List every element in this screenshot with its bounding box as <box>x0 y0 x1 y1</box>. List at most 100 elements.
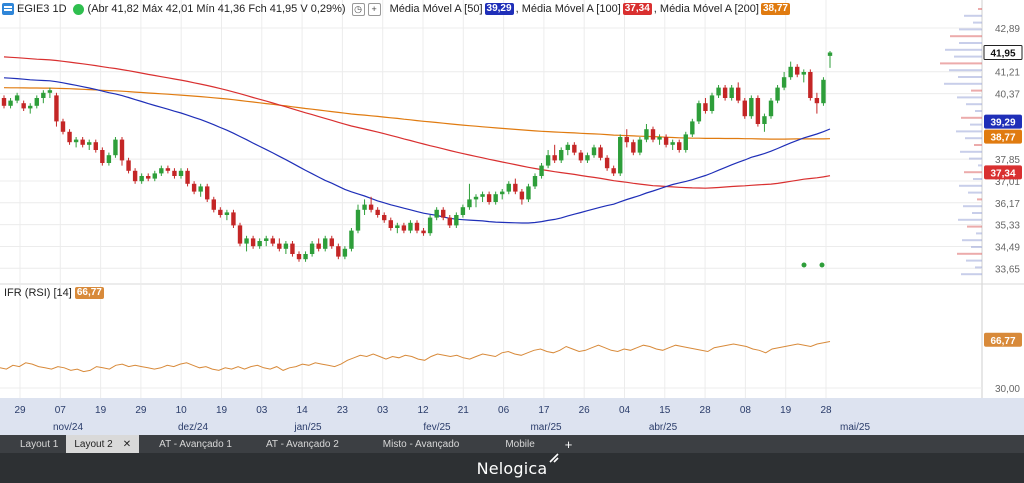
volume-profile-bar <box>963 205 982 208</box>
candle-body <box>663 137 669 145</box>
candle-body <box>342 248 348 257</box>
candle-body <box>493 194 498 202</box>
candle-body <box>441 209 446 218</box>
volume-profile-bar <box>958 76 982 78</box>
close-icon[interactable]: ✕ <box>122 438 132 450</box>
candle-body <box>591 147 597 156</box>
ma200-label: , Média Móvel A [200] <box>653 3 759 15</box>
date-tick-label: 19 <box>216 405 228 416</box>
date-tick-label: 19 <box>95 405 107 416</box>
candle-body <box>388 220 393 228</box>
candle-body <box>237 225 243 244</box>
clock-icon[interactable]: ◷ <box>351 2 365 16</box>
candle-body <box>749 98 754 117</box>
candle-body <box>473 196 479 200</box>
candle-body <box>781 77 787 88</box>
candle-body <box>598 147 603 158</box>
volume-profile-bar <box>972 212 982 214</box>
ma200-value-badge: 38,77 <box>760 3 790 15</box>
symbol-label: EGIE3 1D <box>17 3 67 15</box>
volume-profile-bar <box>949 69 982 72</box>
volume-profile-bar <box>956 130 982 133</box>
add-indicator-icon[interactable]: + <box>367 2 381 16</box>
ma200-line <box>3 87 831 140</box>
candle-body <box>578 152 584 161</box>
candle-body <box>467 199 472 208</box>
candle-body <box>513 183 518 192</box>
candle-body <box>191 183 197 192</box>
candle-body <box>355 209 361 231</box>
candle-body <box>159 168 164 174</box>
date-tick-label: 29 <box>135 405 147 416</box>
rsi-tick-label: 30,00 <box>995 384 1020 395</box>
volume-profile-bar <box>973 178 982 180</box>
tab-layout-1[interactable]: Layout 1 <box>12 435 66 453</box>
price-tick-label: 42,89 <box>995 24 1020 35</box>
volume-profile-bar <box>954 55 982 58</box>
chart-type-icon[interactable] <box>2 3 14 15</box>
add-tab-button[interactable]: + <box>557 435 581 453</box>
price-tick-label: 41,21 <box>995 68 1020 79</box>
volume-profile-bar <box>944 82 982 85</box>
brand-name: Nelogica <box>476 458 548 478</box>
tab-layout-2[interactable]: Layout 2 ✕ <box>66 435 140 453</box>
candle-body <box>414 222 420 231</box>
volume-profile-bar <box>945 48 982 51</box>
brand-logo: Nelogica <box>476 452 559 478</box>
candle-body <box>788 66 793 78</box>
tab-label: Layout 2 <box>74 438 113 450</box>
volume-profile-bar <box>961 116 982 119</box>
axis-corner <box>984 398 1024 435</box>
month-label: abr/25 <box>649 422 678 433</box>
volume-profile-bar <box>975 266 982 269</box>
candle-body <box>624 137 629 143</box>
candle-body <box>585 155 590 161</box>
volume-profile-bar <box>971 246 982 248</box>
tab-at-avancado-2[interactable]: AT - Avançado 2 <box>258 435 347 453</box>
tab-misto-avancado[interactable]: Misto - Avançado <box>375 435 468 453</box>
volume-profile-bar <box>961 273 982 276</box>
candle-body <box>427 217 433 234</box>
candle-body <box>572 144 577 153</box>
volume-profile-bar <box>967 225 982 228</box>
ma50-line <box>3 77 831 224</box>
candle-body <box>106 155 112 163</box>
candle-body <box>41 92 46 98</box>
candle-body <box>336 246 341 257</box>
candle-body <box>454 215 459 226</box>
month-label: nov/24 <box>53 422 83 433</box>
volume-profile-bar <box>975 110 982 112</box>
volume-profile-bar <box>966 259 982 262</box>
candle-body <box>382 215 387 221</box>
date-tick-label: 06 <box>498 405 510 416</box>
candle-body <box>677 142 682 150</box>
price-tick-label: 34,49 <box>995 242 1020 253</box>
tab-mobile[interactable]: Mobile <box>497 435 542 453</box>
date-tick-label: 10 <box>176 405 188 416</box>
candle-body <box>729 87 734 98</box>
candle-body <box>742 100 747 117</box>
candle-body <box>762 116 767 124</box>
signal-dot <box>819 262 825 268</box>
volume-profile-bar <box>977 198 982 201</box>
month-label: dez/24 <box>178 422 208 433</box>
rsi-value-axis-badge: 66,77 <box>990 336 1015 347</box>
ma-badge: 39,29 <box>990 118 1015 129</box>
candle-body <box>362 204 367 210</box>
volume-profile-bar <box>976 232 982 235</box>
tab-at-avancado-1[interactable]: AT - Avançado 1 <box>151 435 240 453</box>
candle-body <box>808 72 813 98</box>
candle-body <box>795 66 800 75</box>
price-chart[interactable]: 42,89 41,21 40,37 37,85 37,01 36,17 35,33 34,49… <box>0 0 1024 435</box>
date-tick-label: 15 <box>659 405 671 416</box>
rsi-value-badge: 66,77 <box>74 287 104 299</box>
volume-profile-bar <box>974 144 982 146</box>
volume-profile-bar <box>964 171 982 174</box>
candle-body <box>775 87 780 101</box>
candle-body <box>821 79 826 104</box>
candle-body <box>827 52 833 56</box>
candle-body <box>231 212 236 226</box>
candle-body <box>709 95 715 111</box>
rsi-label: IFR (RSI) [14] <box>4 287 72 299</box>
